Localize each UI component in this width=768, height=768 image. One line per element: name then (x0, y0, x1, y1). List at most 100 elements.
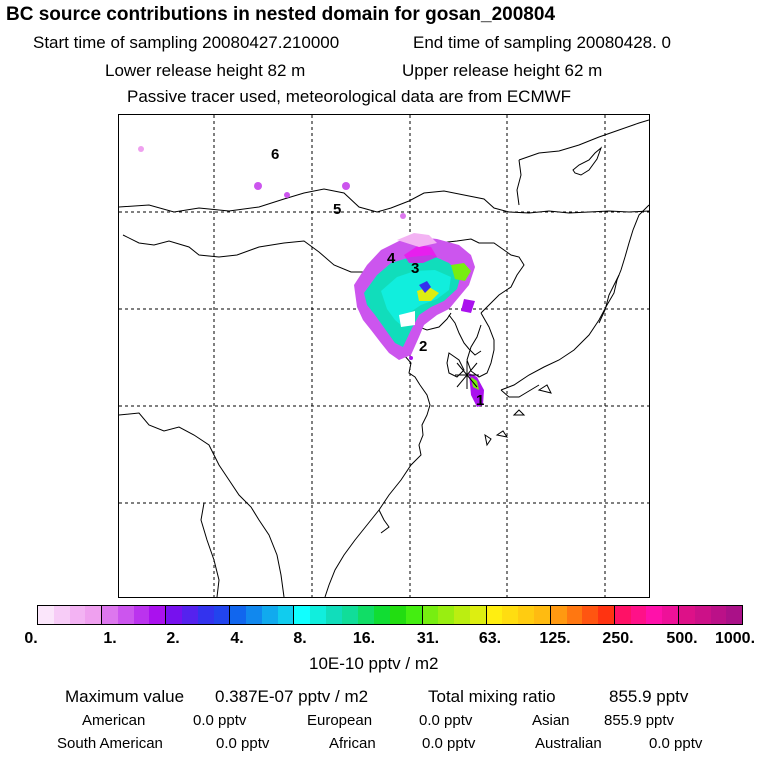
colorbar-swatch (694, 606, 711, 624)
region-name-african: African (329, 735, 376, 752)
colorbar-segment (38, 606, 103, 624)
total-mixing-ratio-label: Total mixing ratio (428, 687, 556, 706)
trajectory-label-3: 3 (411, 260, 419, 277)
colorbar-swatch (294, 606, 311, 624)
colorbar-swatch (230, 606, 247, 624)
colorbar-swatch (85, 606, 102, 624)
colorbar-swatch (662, 606, 678, 624)
tracer-note: Passive tracer used, meteorological data… (127, 87, 572, 106)
source-contribution-plume (138, 146, 484, 407)
region-name-australian: Australian (535, 735, 602, 752)
colorbar-swatch (246, 606, 262, 624)
coastlines (119, 119, 649, 597)
colorbar-tick: 16. (352, 630, 376, 647)
max-value-label: Maximum value (65, 687, 185, 706)
colorbar-swatch (325, 606, 342, 624)
trajectory-label-5: 5 (333, 201, 341, 218)
max-value: 0.387E-07 pptv / m2 (215, 687, 369, 706)
colorbar-segment (422, 606, 487, 624)
colorbar-swatch (149, 606, 166, 624)
colorbar-tick: 500. (666, 630, 698, 647)
end-time-label: End time of sampling 20080428. 0 (413, 33, 672, 52)
colorbar-swatch (534, 606, 550, 624)
colorbar-swatch (277, 606, 294, 624)
colorbar-swatch (614, 606, 631, 624)
region-value-european: 0.0 pptv (419, 712, 473, 729)
region-name-asian: Asian (532, 712, 570, 729)
colorbar-segment (166, 606, 231, 624)
colorbar-swatch (38, 606, 54, 624)
colorbar-swatch (405, 606, 422, 624)
colorbar-swatch (630, 606, 647, 624)
region-value-australian: 0.0 pptv (649, 735, 703, 752)
trajectory-label-4: 4 (387, 250, 396, 267)
map-canvas: 6 5 4 3 2 1 (119, 115, 649, 597)
colorbar-unit: 10E-10 pptv / m2 (309, 654, 439, 673)
colorbar-swatch (566, 606, 583, 624)
colorbar-swatch (469, 606, 486, 624)
colorbar-tick: 2. (166, 630, 180, 647)
colorbar-swatch (133, 606, 150, 624)
colorbar-tick: 0. (24, 630, 38, 647)
map-title: BC source contributions in nested domain… (6, 4, 556, 25)
colorbar-segment (486, 606, 551, 624)
colorbar-swatch (678, 606, 695, 624)
colorbar-segment (102, 606, 167, 624)
colorbar-tick: 1. (103, 630, 117, 647)
colorbar-swatch (438, 606, 455, 624)
colorbar-swatch (582, 606, 599, 624)
colorbar-swatch (454, 606, 470, 624)
colorbar-swatch (102, 606, 118, 624)
colorbar-swatch (341, 606, 358, 624)
colorbar-swatch (550, 606, 567, 624)
colorbar-segment (230, 606, 295, 624)
region-name-american: American (82, 712, 146, 729)
colorbar-swatch (502, 606, 519, 624)
colorbar-segment (550, 606, 615, 624)
star-icon (455, 361, 479, 389)
colorbar-swatch (390, 606, 406, 624)
colorbar-swatch (726, 606, 743, 624)
colorbar-swatch (486, 606, 503, 624)
trajectory-label-1: 1 (476, 392, 484, 409)
colorbar-swatch (181, 606, 198, 624)
colorbar (37, 605, 743, 625)
colorbar-swatch (53, 606, 70, 624)
upper-release-height: Upper release height 62 m (402, 61, 603, 80)
colorbar-tick: 250. (602, 630, 634, 647)
map-panel: 6 5 4 3 2 1 (118, 114, 650, 598)
colorbar-segment (294, 606, 359, 624)
region-value-asian: 855.9 pptv (604, 712, 675, 729)
colorbar-swatch (518, 606, 534, 624)
colorbar-swatch (374, 606, 391, 624)
colorbar-swatch (166, 606, 182, 624)
trajectory-label-6: 6 (271, 146, 279, 163)
colorbar-segment (614, 606, 679, 624)
region-value-american: 0.0 pptv (193, 712, 247, 729)
colorbar-swatch (422, 606, 439, 624)
region-value-south-american: 0.0 pptv (216, 735, 270, 752)
region-name-european: European (307, 712, 373, 729)
colorbar-swatch (646, 606, 663, 624)
colorbar-swatch (310, 606, 326, 624)
grid-lines (119, 115, 649, 597)
colorbar-segment (358, 606, 423, 624)
colorbar-tick: 31. (416, 630, 440, 647)
region-value-african: 0.0 pptv (422, 735, 476, 752)
region-name-south-american: South American (57, 735, 163, 752)
colorbar-swatch (261, 606, 278, 624)
colorbar-tick: 4. (230, 630, 244, 647)
colorbar-tick: 8. (293, 630, 307, 647)
lower-release-height: Lower release height 82 m (105, 61, 306, 80)
colorbar-segment (678, 606, 743, 624)
colorbar-swatch (197, 606, 214, 624)
start-time-label: Start time of sampling 20080427.210000 (33, 33, 340, 52)
colorbar-swatch (69, 606, 86, 624)
colorbar-swatch (710, 606, 727, 624)
colorbar-swatch (358, 606, 375, 624)
colorbar-tick: 63. (478, 630, 502, 647)
colorbar-swatch (213, 606, 230, 624)
colorbar-swatch (117, 606, 134, 624)
colorbar-swatch (598, 606, 614, 624)
trajectory-label-2: 2 (419, 338, 427, 355)
